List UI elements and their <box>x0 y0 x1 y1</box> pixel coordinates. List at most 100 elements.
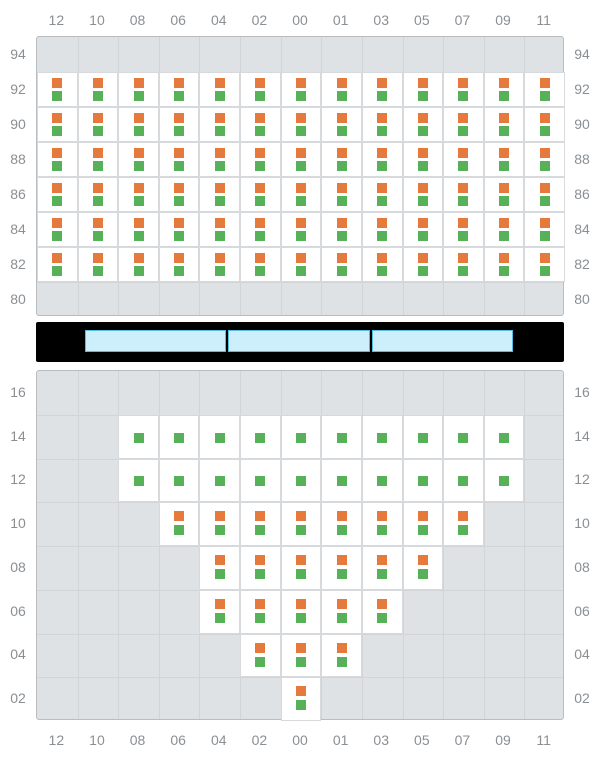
rack-cell[interactable] <box>362 546 403 590</box>
rack-cell[interactable] <box>321 634 362 678</box>
rack-cell[interactable] <box>403 459 444 503</box>
rack-cell[interactable] <box>159 212 200 247</box>
rack-cell[interactable] <box>240 212 281 247</box>
rack-cell[interactable] <box>321 107 362 142</box>
rack-cell[interactable] <box>199 142 240 177</box>
rack-cell[interactable] <box>484 142 525 177</box>
rack-cell[interactable] <box>403 72 444 107</box>
rack-cell[interactable] <box>37 142 78 177</box>
rack-cell[interactable] <box>281 415 322 459</box>
rack-cell[interactable] <box>403 177 444 212</box>
rack-cell[interactable] <box>118 459 159 503</box>
rack-cell[interactable] <box>159 107 200 142</box>
rack-cell[interactable] <box>443 107 484 142</box>
rack-cell[interactable] <box>362 107 403 142</box>
rack-cell[interactable] <box>484 459 525 503</box>
rack-cell[interactable] <box>321 142 362 177</box>
rack-cell[interactable] <box>118 107 159 142</box>
rack-cell[interactable] <box>403 502 444 546</box>
rack-cell[interactable] <box>78 177 119 212</box>
rack-cell[interactable] <box>362 142 403 177</box>
rack-cell[interactable] <box>118 142 159 177</box>
rack-cell[interactable] <box>240 142 281 177</box>
rack-cell[interactable] <box>362 502 403 546</box>
rack-cell[interactable] <box>403 546 444 590</box>
rack-cell[interactable] <box>362 247 403 282</box>
rack-cell[interactable] <box>321 590 362 634</box>
rack-cell[interactable] <box>524 212 565 247</box>
rack-cell[interactable] <box>240 177 281 212</box>
rack-cell[interactable] <box>403 415 444 459</box>
rack-cell[interactable] <box>37 107 78 142</box>
rack-cell[interactable] <box>281 212 322 247</box>
rack-cell[interactable] <box>443 142 484 177</box>
rack-cell[interactable] <box>403 247 444 282</box>
rack-cell[interactable] <box>240 247 281 282</box>
rack-cell[interactable] <box>240 634 281 678</box>
rack-cell[interactable] <box>484 212 525 247</box>
rack-cell[interactable] <box>321 177 362 212</box>
rack-cell[interactable] <box>281 677 322 721</box>
rack-cell[interactable] <box>118 212 159 247</box>
rack-cell[interactable] <box>159 142 200 177</box>
rack-cell[interactable] <box>281 459 322 503</box>
rack-cell[interactable] <box>362 72 403 107</box>
rack-cell[interactable] <box>159 247 200 282</box>
rack-cell[interactable] <box>362 459 403 503</box>
rack-cell[interactable] <box>37 177 78 212</box>
rack-cell[interactable] <box>78 107 119 142</box>
rack-cell[interactable] <box>118 247 159 282</box>
rack-cell[interactable] <box>321 546 362 590</box>
rack-cell[interactable] <box>524 107 565 142</box>
rack-cell[interactable] <box>199 72 240 107</box>
rack-cell[interactable] <box>78 142 119 177</box>
rack-cell[interactable] <box>321 72 362 107</box>
rack-cell[interactable] <box>118 72 159 107</box>
rack-cell[interactable] <box>524 247 565 282</box>
rack-cell[interactable] <box>240 590 281 634</box>
rack-cell[interactable] <box>159 502 200 546</box>
rack-cell[interactable] <box>159 177 200 212</box>
rack-cell[interactable] <box>443 459 484 503</box>
rack-cell[interactable] <box>199 177 240 212</box>
rack-cell[interactable] <box>484 247 525 282</box>
rack-cell[interactable] <box>321 212 362 247</box>
rack-cell[interactable] <box>443 247 484 282</box>
rack-cell[interactable] <box>78 212 119 247</box>
rack-cell[interactable] <box>403 212 444 247</box>
rack-cell[interactable] <box>199 212 240 247</box>
rack-cell[interactable] <box>321 459 362 503</box>
rack-cell[interactable] <box>78 247 119 282</box>
rack-cell[interactable] <box>199 546 240 590</box>
rack-cell[interactable] <box>159 415 200 459</box>
rack-cell[interactable] <box>240 546 281 590</box>
rack-cell[interactable] <box>443 415 484 459</box>
rack-cell[interactable] <box>37 247 78 282</box>
rack-cell[interactable] <box>281 142 322 177</box>
rack-cell[interactable] <box>403 142 444 177</box>
rack-cell[interactable] <box>240 502 281 546</box>
rack-cell[interactable] <box>484 177 525 212</box>
rack-cell[interactable] <box>199 502 240 546</box>
rack-cell[interactable] <box>240 107 281 142</box>
rack-cell[interactable] <box>281 634 322 678</box>
rack-cell[interactable] <box>281 502 322 546</box>
rack-cell[interactable] <box>281 107 322 142</box>
rack-cell[interactable] <box>159 459 200 503</box>
rack-cell[interactable] <box>403 107 444 142</box>
rack-cell[interactable] <box>118 415 159 459</box>
rack-cell[interactable] <box>199 590 240 634</box>
rack-cell[interactable] <box>321 247 362 282</box>
rack-cell[interactable] <box>524 177 565 212</box>
rack-cell[interactable] <box>484 107 525 142</box>
rack-cell[interactable] <box>240 415 281 459</box>
rack-cell[interactable] <box>362 415 403 459</box>
rack-cell[interactable] <box>443 502 484 546</box>
rack-cell[interactable] <box>78 72 119 107</box>
rack-cell[interactable] <box>281 546 322 590</box>
rack-cell[interactable] <box>199 415 240 459</box>
rack-cell[interactable] <box>362 590 403 634</box>
rack-cell[interactable] <box>118 177 159 212</box>
rack-cell[interactable] <box>159 72 200 107</box>
rack-cell[interactable] <box>281 72 322 107</box>
